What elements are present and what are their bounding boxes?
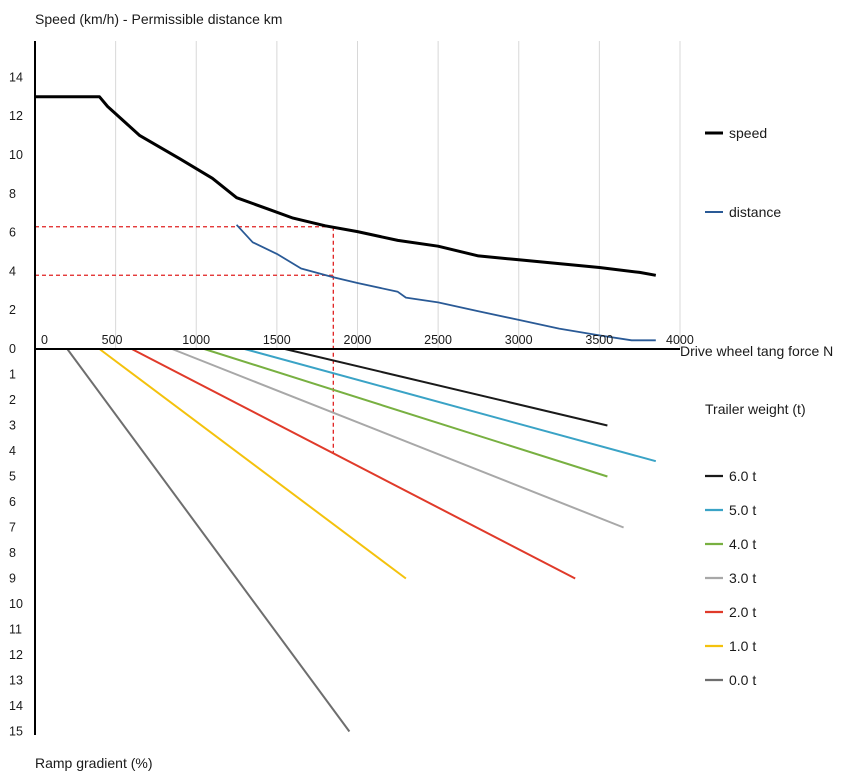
y-tick-label-ramp: 9 [9, 572, 16, 586]
y-tick-label-top: 14 [9, 70, 23, 84]
legend-label-speed: speed [729, 125, 767, 141]
legend-label-trailer: 1.0 t [729, 638, 756, 654]
legend-label-trailer: 2.0 t [729, 604, 756, 620]
legend-label-trailer: 3.0 t [729, 570, 756, 586]
y-tick-label-top: 10 [9, 148, 23, 162]
x-tick-label: 1500 [263, 333, 291, 347]
y-tick-label-ramp: 10 [9, 597, 23, 611]
y-tick-label-ramp: 15 [9, 725, 23, 739]
chart-title: Speed (km/h) - Permissible distance km [35, 11, 282, 27]
y-tick-label-ramp: 5 [9, 470, 16, 484]
y-tick-label-ramp: 14 [9, 699, 23, 713]
x-tick-label: 3500 [585, 333, 613, 347]
series-line-2-0-t [131, 348, 576, 580]
y-tick-label-ramp: 2 [9, 393, 16, 407]
legend-label-trailer: 4.0 t [729, 536, 756, 552]
legend-title-trailer: Trailer weight (t) [705, 401, 806, 417]
y-tick-label-ramp: 13 [9, 674, 23, 688]
legend-label-trailer: 0.0 t [729, 672, 756, 688]
series-line-0-0-t [66, 348, 351, 733]
series-line-distance [235, 224, 656, 342]
y-tick-label-ramp: 1 [9, 368, 16, 382]
y-tick-label-ramp: 4 [9, 444, 16, 458]
series-line-speed [35, 95, 657, 277]
y-tick-label-ramp: 6 [9, 495, 16, 509]
guide-lines [35, 226, 334, 454]
series-line-5-0-t [244, 348, 657, 463]
axes [34, 41, 680, 735]
x-tick-label: 3000 [505, 333, 533, 347]
y-tick-label-top: 2 [9, 303, 16, 317]
y-tick-label-ramp: 7 [9, 521, 16, 535]
y-tick-label-ramp: 12 [9, 648, 23, 662]
x-tick-label: 0 [41, 333, 48, 347]
x-tick-label: 2500 [424, 333, 452, 347]
y-tick-label-ramp: 11 [9, 623, 22, 637]
legend-label-trailer: 5.0 t [729, 502, 756, 518]
x-tick-label: 1000 [182, 333, 210, 347]
y-tick-label-top: 12 [9, 109, 23, 123]
x-tick-label: 500 [102, 333, 123, 347]
y-tick-label-top: 8 [9, 187, 16, 201]
y-tick-label-ramp: 8 [9, 546, 16, 560]
x-tick-label: 2000 [344, 333, 372, 347]
y-axis-label-ramp: Ramp gradient (%) [35, 755, 153, 771]
x-tick-label: 4000 [666, 333, 694, 347]
grid-lines [115, 41, 681, 349]
series-line-6-0-t [284, 348, 608, 427]
legend-label-trailer: 6.0 t [729, 468, 756, 484]
x-axis-label: Drive wheel tang force N [680, 343, 833, 359]
series-line-3-0-t [171, 348, 624, 529]
legend: speed distance 6.0 t 5.0 t 4.0 t 3.0 t 2.0 t 1.… [705, 125, 781, 688]
y-tick-label-top: 4 [9, 264, 16, 278]
series-line-1-0-t [98, 348, 407, 580]
series-line-4-0-t [203, 348, 608, 478]
y-tick-label-ramp: 3 [9, 419, 16, 433]
legend-label-distance: distance [729, 204, 781, 220]
y-tick-label-top: 6 [9, 226, 16, 240]
y-tick-label-top: 0 [9, 342, 16, 356]
series-lines [35, 95, 657, 733]
